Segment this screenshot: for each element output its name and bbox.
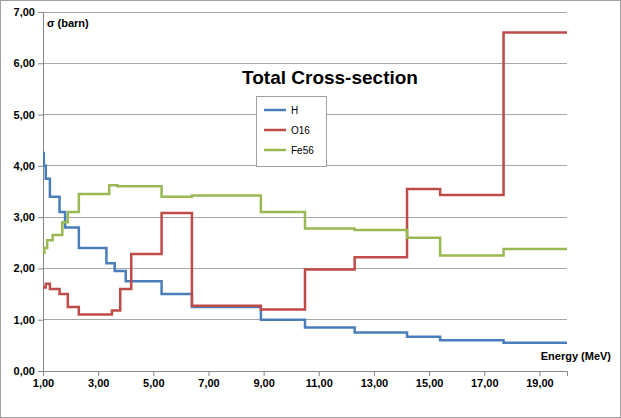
tick-mark: [38, 268, 43, 269]
tick: 4,00: [14, 160, 43, 172]
tick-mark: [38, 320, 43, 321]
tick: 1,00: [14, 314, 43, 326]
tick: 6,00: [14, 57, 43, 69]
tick-label: 7,00: [198, 377, 219, 389]
title: Total Cross-section: [242, 67, 418, 88]
y-axis-title: σ (barn): [47, 17, 89, 29]
tick-mark: [374, 371, 375, 376]
legend-swatch: [264, 109, 286, 112]
grid-line: [43, 12, 567, 13]
tick: 0,00: [14, 365, 43, 377]
tick: 7,00: [198, 371, 219, 389]
tick-label: 15,00: [416, 377, 444, 389]
tick: 17,00: [471, 371, 499, 389]
tick: 3,00: [88, 371, 109, 389]
tick-mark: [38, 63, 43, 64]
tick-label: 6,00: [14, 57, 35, 69]
tick: 11,00: [306, 371, 333, 389]
tick: 1,00: [33, 371, 54, 389]
axis-line: [44, 372, 568, 377]
tick-label: 1,00: [33, 377, 54, 389]
tick: 15,00: [416, 371, 444, 389]
legend-label: Fe56: [291, 145, 314, 156]
tick-label: 0,00: [14, 365, 35, 377]
tick: 19,00: [526, 371, 554, 389]
legend-swatch: [264, 129, 286, 132]
tick-label: 9,00: [253, 377, 274, 389]
series-line: [43, 33, 567, 315]
tick-mark: [38, 217, 43, 218]
grid: [43, 12, 567, 371]
tick-mark: [38, 12, 43, 13]
tick-mark: [153, 371, 154, 376]
tick-label: 5,00: [143, 377, 164, 389]
tick-label: 3,00: [14, 211, 35, 223]
tick-mark: [319, 371, 320, 376]
chart: 1,00 3,00 5,00 7,00 9,00 11,00 13,00 15,00 17,00…: [0, 0, 621, 418]
tick-mark: [38, 371, 43, 372]
y-axis: 0,00 1,00 2,00 3,00 4,00 5,00 6,00 7,00: [14, 6, 44, 377]
tick-label: 1,00: [14, 314, 35, 326]
tick-mark: [264, 371, 265, 376]
tick: 5,00: [143, 371, 164, 389]
tick-mark: [539, 371, 540, 376]
tick-label: 13,00: [361, 377, 389, 389]
tick: 2,00: [14, 262, 43, 274]
tick-mark: [484, 371, 485, 376]
tick-label: 4,00: [14, 160, 35, 172]
tick-mark: [38, 166, 43, 167]
tick: 9,00: [253, 371, 274, 389]
tick-mark: [429, 371, 430, 376]
tick: 7,00: [14, 6, 43, 18]
legend: H O16 Fe56: [257, 97, 327, 167]
axis-line: [38, 13, 44, 372]
tick-label: 2,00: [14, 262, 35, 274]
legend-label: O16: [291, 125, 310, 136]
tick-label: 11,00: [306, 377, 333, 389]
tick-mark: [38, 115, 43, 116]
x-axis-title: Energy (MeV): [541, 350, 612, 362]
tick-label: 5,00: [14, 109, 35, 121]
tick-label: 3,00: [88, 377, 109, 389]
legend-box: [257, 97, 327, 167]
series-line: [43, 153, 567, 343]
chart-frame: [1, 1, 621, 418]
tick-label: 19,00: [526, 377, 554, 389]
legend-label: H: [291, 105, 298, 116]
tick-mark: [208, 371, 209, 376]
grid-line: [43, 63, 567, 64]
series-lines: [43, 33, 567, 343]
x-axis: 1,00 3,00 5,00 7,00 9,00 11,00 13,00 15,00 17,00…: [33, 371, 568, 389]
tick-label: 17,00: [471, 377, 499, 389]
tick-label: 7,00: [14, 6, 35, 18]
tick: 5,00: [14, 109, 43, 121]
tick: 3,00: [14, 211, 43, 223]
legend-swatch: [264, 149, 286, 152]
tick-mark: [98, 371, 99, 376]
series-line: [43, 185, 567, 255]
tick: 13,00: [361, 371, 389, 389]
